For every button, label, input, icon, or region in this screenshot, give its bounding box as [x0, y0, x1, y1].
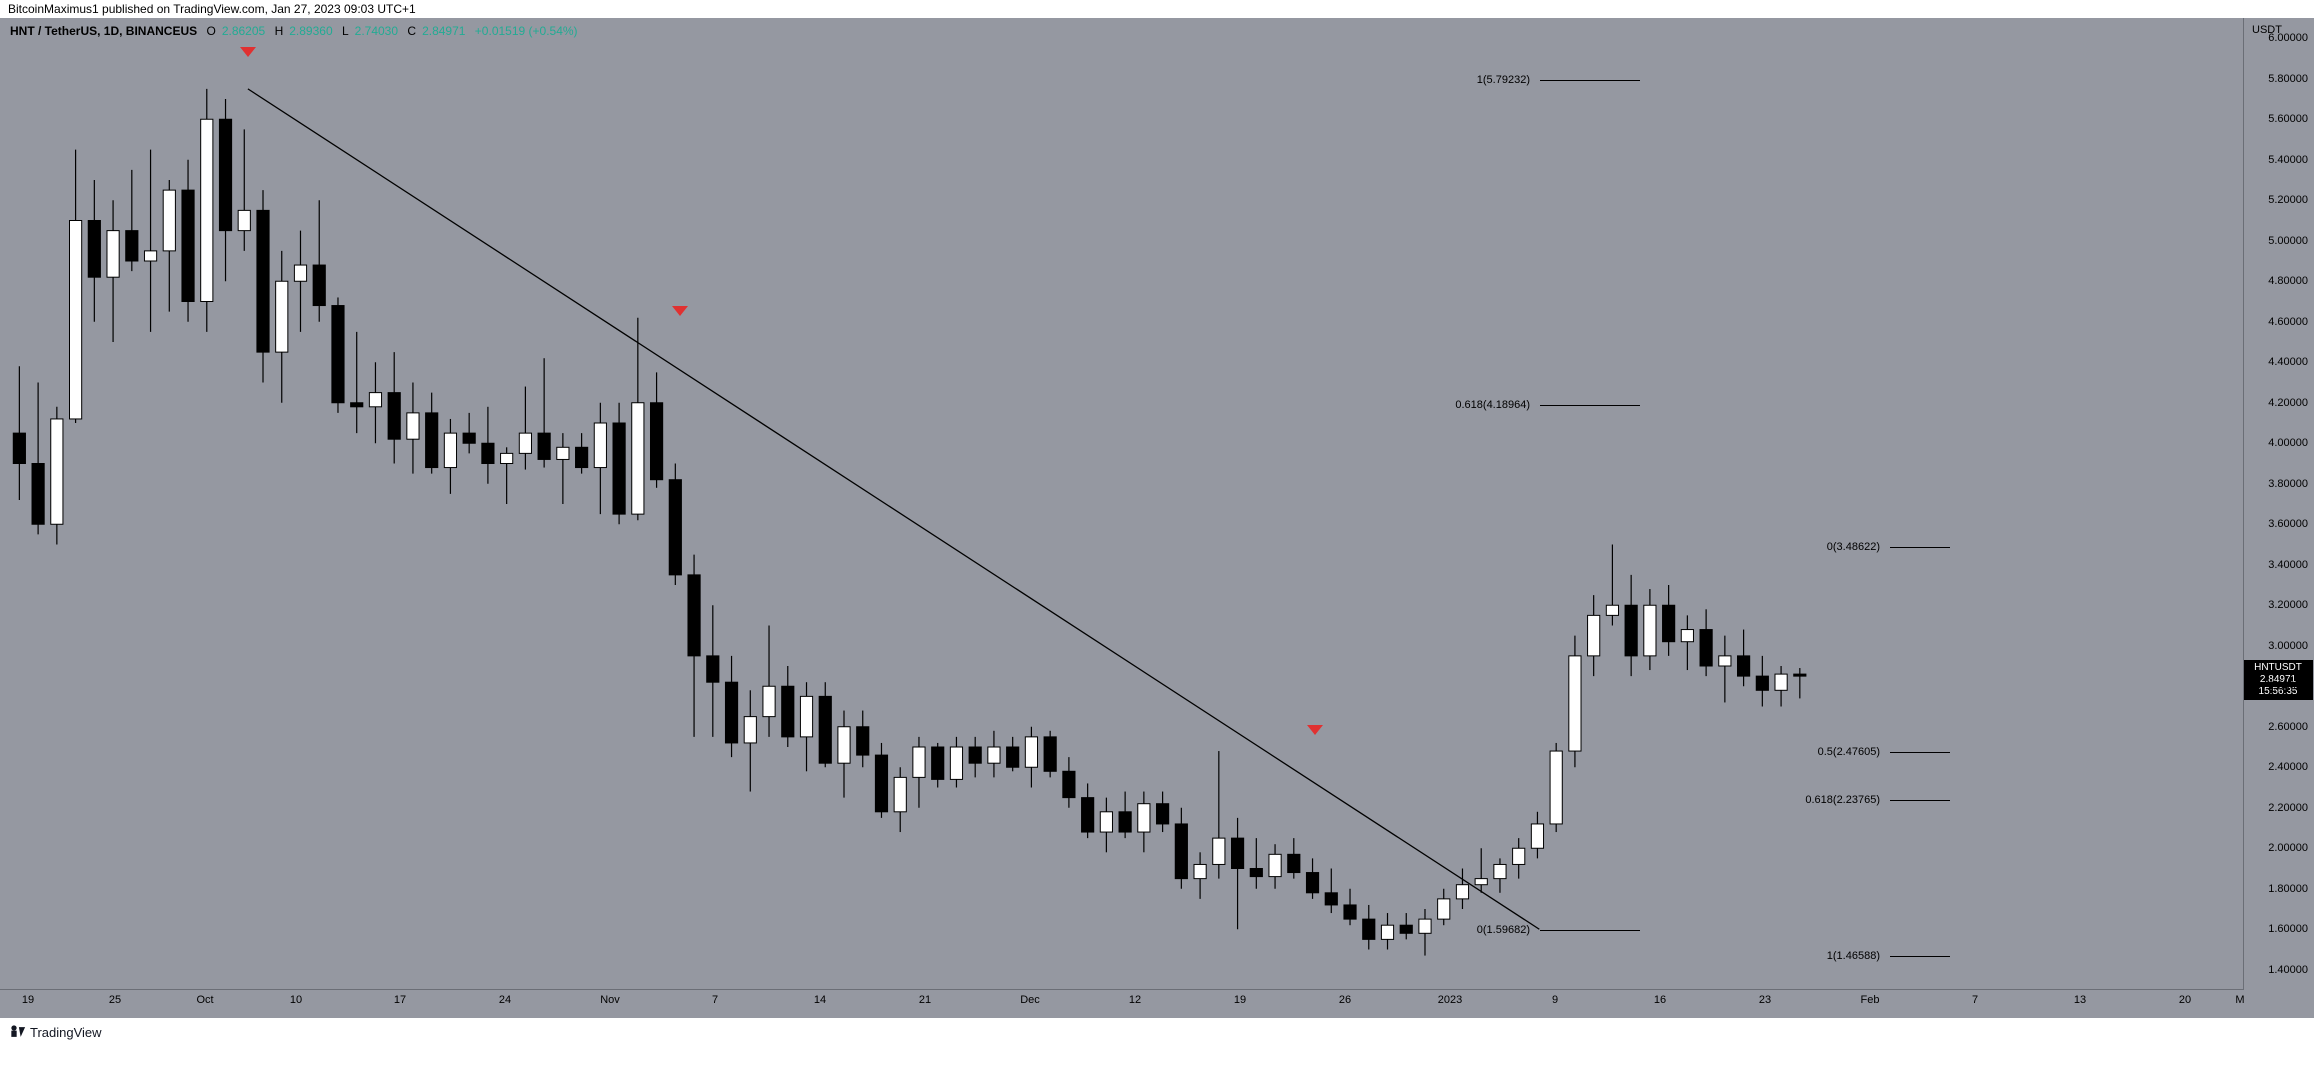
- x-axis-tick: 21: [919, 994, 931, 1006]
- fib-line: [1890, 800, 1950, 801]
- fib-label: 0.618(2.23765): [1770, 794, 1880, 806]
- x-axis-tick: 19: [22, 994, 34, 1006]
- fib-line: [1890, 956, 1950, 957]
- y-axis[interactable]: USDT 1.400001.600001.800002.000002.20000…: [2243, 18, 2314, 990]
- y-axis-tick: 4.60000: [2268, 316, 2308, 328]
- x-axis-tick: Feb: [1861, 994, 1880, 1006]
- tradingview-logo-icon: [10, 1024, 26, 1040]
- fib-label: 0(1.59682): [1400, 924, 1530, 936]
- y-axis-tick: 1.40000: [2268, 964, 2308, 976]
- down-arrow-icon: [1307, 725, 1323, 735]
- y-axis-tick: 3.40000: [2268, 559, 2308, 571]
- x-axis-tick: 23: [1759, 994, 1771, 1006]
- fib-label: 1(1.46588): [1770, 950, 1880, 962]
- y-axis-tick: 5.20000: [2268, 194, 2308, 206]
- x-axis-tick: Dec: [1020, 994, 1040, 1006]
- x-axis-tick: 17: [394, 994, 406, 1006]
- x-axis-tick: 13: [2074, 994, 2086, 1006]
- y-axis-tick: 2.40000: [2268, 761, 2308, 773]
- down-arrow-icon: [672, 306, 688, 316]
- fib-label: 1(5.79232): [1400, 74, 1530, 86]
- y-axis-tick: 5.60000: [2268, 113, 2308, 125]
- fib-label: 0.5(2.47605): [1770, 746, 1880, 758]
- y-axis-tick: 3.00000: [2268, 640, 2308, 652]
- fib-line: [1540, 80, 1640, 81]
- x-axis-tick: Oct: [196, 994, 213, 1006]
- fib-label: 0.618(4.18964): [1400, 399, 1530, 411]
- fib-label: 0(3.48622): [1770, 541, 1880, 553]
- y-axis-tick: 2.00000: [2268, 842, 2308, 854]
- y-axis-tick: 3.20000: [2268, 599, 2308, 611]
- y-axis-tick: 5.40000: [2268, 154, 2308, 166]
- x-axis-tick: 10: [290, 994, 302, 1006]
- y-axis-tick: 6.00000: [2268, 32, 2308, 44]
- y-axis-tick: 4.00000: [2268, 437, 2308, 449]
- y-axis-tick: 4.40000: [2268, 356, 2308, 368]
- x-axis-tick: 9: [1552, 994, 1558, 1006]
- y-axis-tick: 3.80000: [2268, 478, 2308, 490]
- y-axis-tick: 1.60000: [2268, 923, 2308, 935]
- y-axis-tick: 4.20000: [2268, 397, 2308, 409]
- footer-brand: TradingView: [30, 1025, 102, 1040]
- x-axis-tick: 16: [1654, 994, 1666, 1006]
- y-axis-tick: 3.60000: [2268, 518, 2308, 530]
- x-axis-tick: 24: [499, 994, 511, 1006]
- x-axis-tick: 2023: [1438, 994, 1462, 1006]
- x-axis-tick: 7: [1972, 994, 1978, 1006]
- publish-header: BitcoinMaximus1 published on TradingView…: [0, 0, 2314, 18]
- x-axis-tick: 14: [814, 994, 826, 1006]
- y-axis-tick: 5.80000: [2268, 73, 2308, 85]
- down-arrow-icon: [240, 47, 256, 57]
- y-axis-tick: 2.60000: [2268, 721, 2308, 733]
- x-axis-tick: M: [2235, 994, 2244, 1006]
- fib-line: [1890, 547, 1950, 548]
- y-axis-tick: 2.20000: [2268, 802, 2308, 814]
- fib-line: [1540, 405, 1640, 406]
- y-axis-tick: 2.80000: [2268, 680, 2308, 692]
- x-axis-tick: Nov: [600, 994, 620, 1006]
- y-axis-tick: 5.00000: [2268, 235, 2308, 247]
- x-axis-tick: 12: [1129, 994, 1141, 1006]
- fib-line: [1540, 930, 1640, 931]
- footer: TradingView: [0, 1018, 2314, 1046]
- fib-line: [1890, 752, 1950, 753]
- x-axis-tick: 26: [1339, 994, 1351, 1006]
- x-axis-tick: 7: [712, 994, 718, 1006]
- publish-text: BitcoinMaximus1 published on TradingView…: [8, 2, 416, 16]
- y-axis-tick: 4.80000: [2268, 275, 2308, 287]
- x-axis-tick: 25: [109, 994, 121, 1006]
- chart-container[interactable]: HNT / TetherUS, 1D, BINANCEUS O2.86205 H…: [0, 18, 2314, 1018]
- x-axis-tick: 19: [1234, 994, 1246, 1006]
- chart-plot-area[interactable]: 0(3.48622) 0.5(2.47605) 0.618(2.23765) 1(1.…: [0, 18, 2244, 990]
- x-axis[interactable]: 19 25 Oct 10 17 24 Nov 7 14 21 Dec 12 19 26 2023 9 16 23 F…: [0, 989, 2244, 1018]
- y-axis-tick: 1.80000: [2268, 883, 2308, 895]
- x-axis-tick: 20: [2179, 994, 2191, 1006]
- candlestick-svg: [0, 18, 2243, 990]
